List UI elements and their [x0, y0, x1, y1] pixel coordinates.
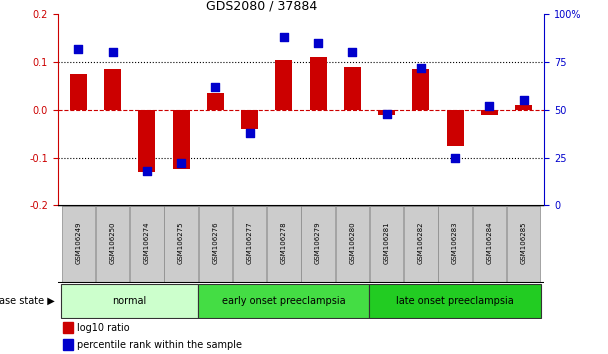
Text: log10 ratio: log10 ratio	[77, 323, 130, 333]
Bar	[104, 69, 121, 110]
FancyBboxPatch shape	[404, 206, 438, 282]
FancyBboxPatch shape	[472, 206, 506, 282]
Text: GSM106250: GSM106250	[109, 222, 116, 264]
Point	[485, 103, 494, 109]
Text: GSM106283: GSM106283	[452, 221, 458, 264]
FancyBboxPatch shape	[164, 206, 198, 282]
Bar	[138, 110, 156, 172]
Bar	[378, 110, 395, 115]
Point	[210, 84, 220, 90]
FancyBboxPatch shape	[438, 206, 472, 282]
Text: GSM106249: GSM106249	[75, 222, 81, 264]
Point	[279, 34, 289, 40]
Text: GSM106278: GSM106278	[281, 221, 287, 264]
Bar	[70, 74, 87, 110]
Bar	[446, 110, 464, 145]
FancyBboxPatch shape	[336, 206, 369, 282]
Bar	[344, 67, 361, 110]
Text: normal: normal	[112, 296, 147, 306]
Point	[348, 50, 358, 55]
Point	[244, 130, 254, 136]
Text: disease state ▶: disease state ▶	[0, 296, 55, 306]
FancyBboxPatch shape	[61, 284, 198, 318]
FancyBboxPatch shape	[507, 206, 541, 282]
Bar	[63, 322, 74, 333]
FancyBboxPatch shape	[130, 206, 164, 282]
Point	[519, 97, 528, 103]
Bar	[241, 110, 258, 129]
Title: GDS2080 / 37884: GDS2080 / 37884	[207, 0, 317, 13]
FancyBboxPatch shape	[370, 284, 541, 318]
Bar	[207, 93, 224, 110]
Point	[142, 168, 151, 174]
Text: GSM106281: GSM106281	[384, 221, 390, 264]
Bar	[515, 105, 532, 110]
Text: GSM106282: GSM106282	[418, 222, 424, 264]
Text: percentile rank within the sample: percentile rank within the sample	[77, 340, 242, 350]
Text: GSM106285: GSM106285	[520, 222, 527, 264]
Text: GSM106284: GSM106284	[486, 222, 492, 264]
Text: GSM106276: GSM106276	[212, 221, 218, 264]
Text: late onset preeclampsia: late onset preeclampsia	[396, 296, 514, 306]
Bar	[309, 57, 326, 110]
FancyBboxPatch shape	[199, 206, 232, 282]
Point	[74, 46, 83, 51]
Bar	[412, 69, 429, 110]
Bar	[173, 110, 190, 170]
FancyBboxPatch shape	[198, 284, 370, 318]
Text: early onset preeclampsia: early onset preeclampsia	[222, 296, 345, 306]
Point	[382, 111, 392, 116]
Point	[108, 50, 117, 55]
FancyBboxPatch shape	[233, 206, 266, 282]
Bar	[63, 339, 74, 350]
Text: GSM106274: GSM106274	[144, 222, 150, 264]
Text: GSM106280: GSM106280	[350, 221, 355, 264]
Point	[313, 40, 323, 46]
FancyBboxPatch shape	[370, 206, 403, 282]
Text: GSM106275: GSM106275	[178, 222, 184, 264]
Bar	[481, 110, 498, 115]
FancyBboxPatch shape	[61, 206, 95, 282]
Text: GSM106277: GSM106277	[247, 221, 252, 264]
Point	[176, 160, 186, 166]
Text: GSM106279: GSM106279	[315, 221, 321, 264]
FancyBboxPatch shape	[302, 206, 335, 282]
FancyBboxPatch shape	[267, 206, 300, 282]
FancyBboxPatch shape	[96, 206, 130, 282]
Point	[416, 65, 426, 70]
Bar	[275, 59, 292, 110]
Point	[451, 155, 460, 160]
